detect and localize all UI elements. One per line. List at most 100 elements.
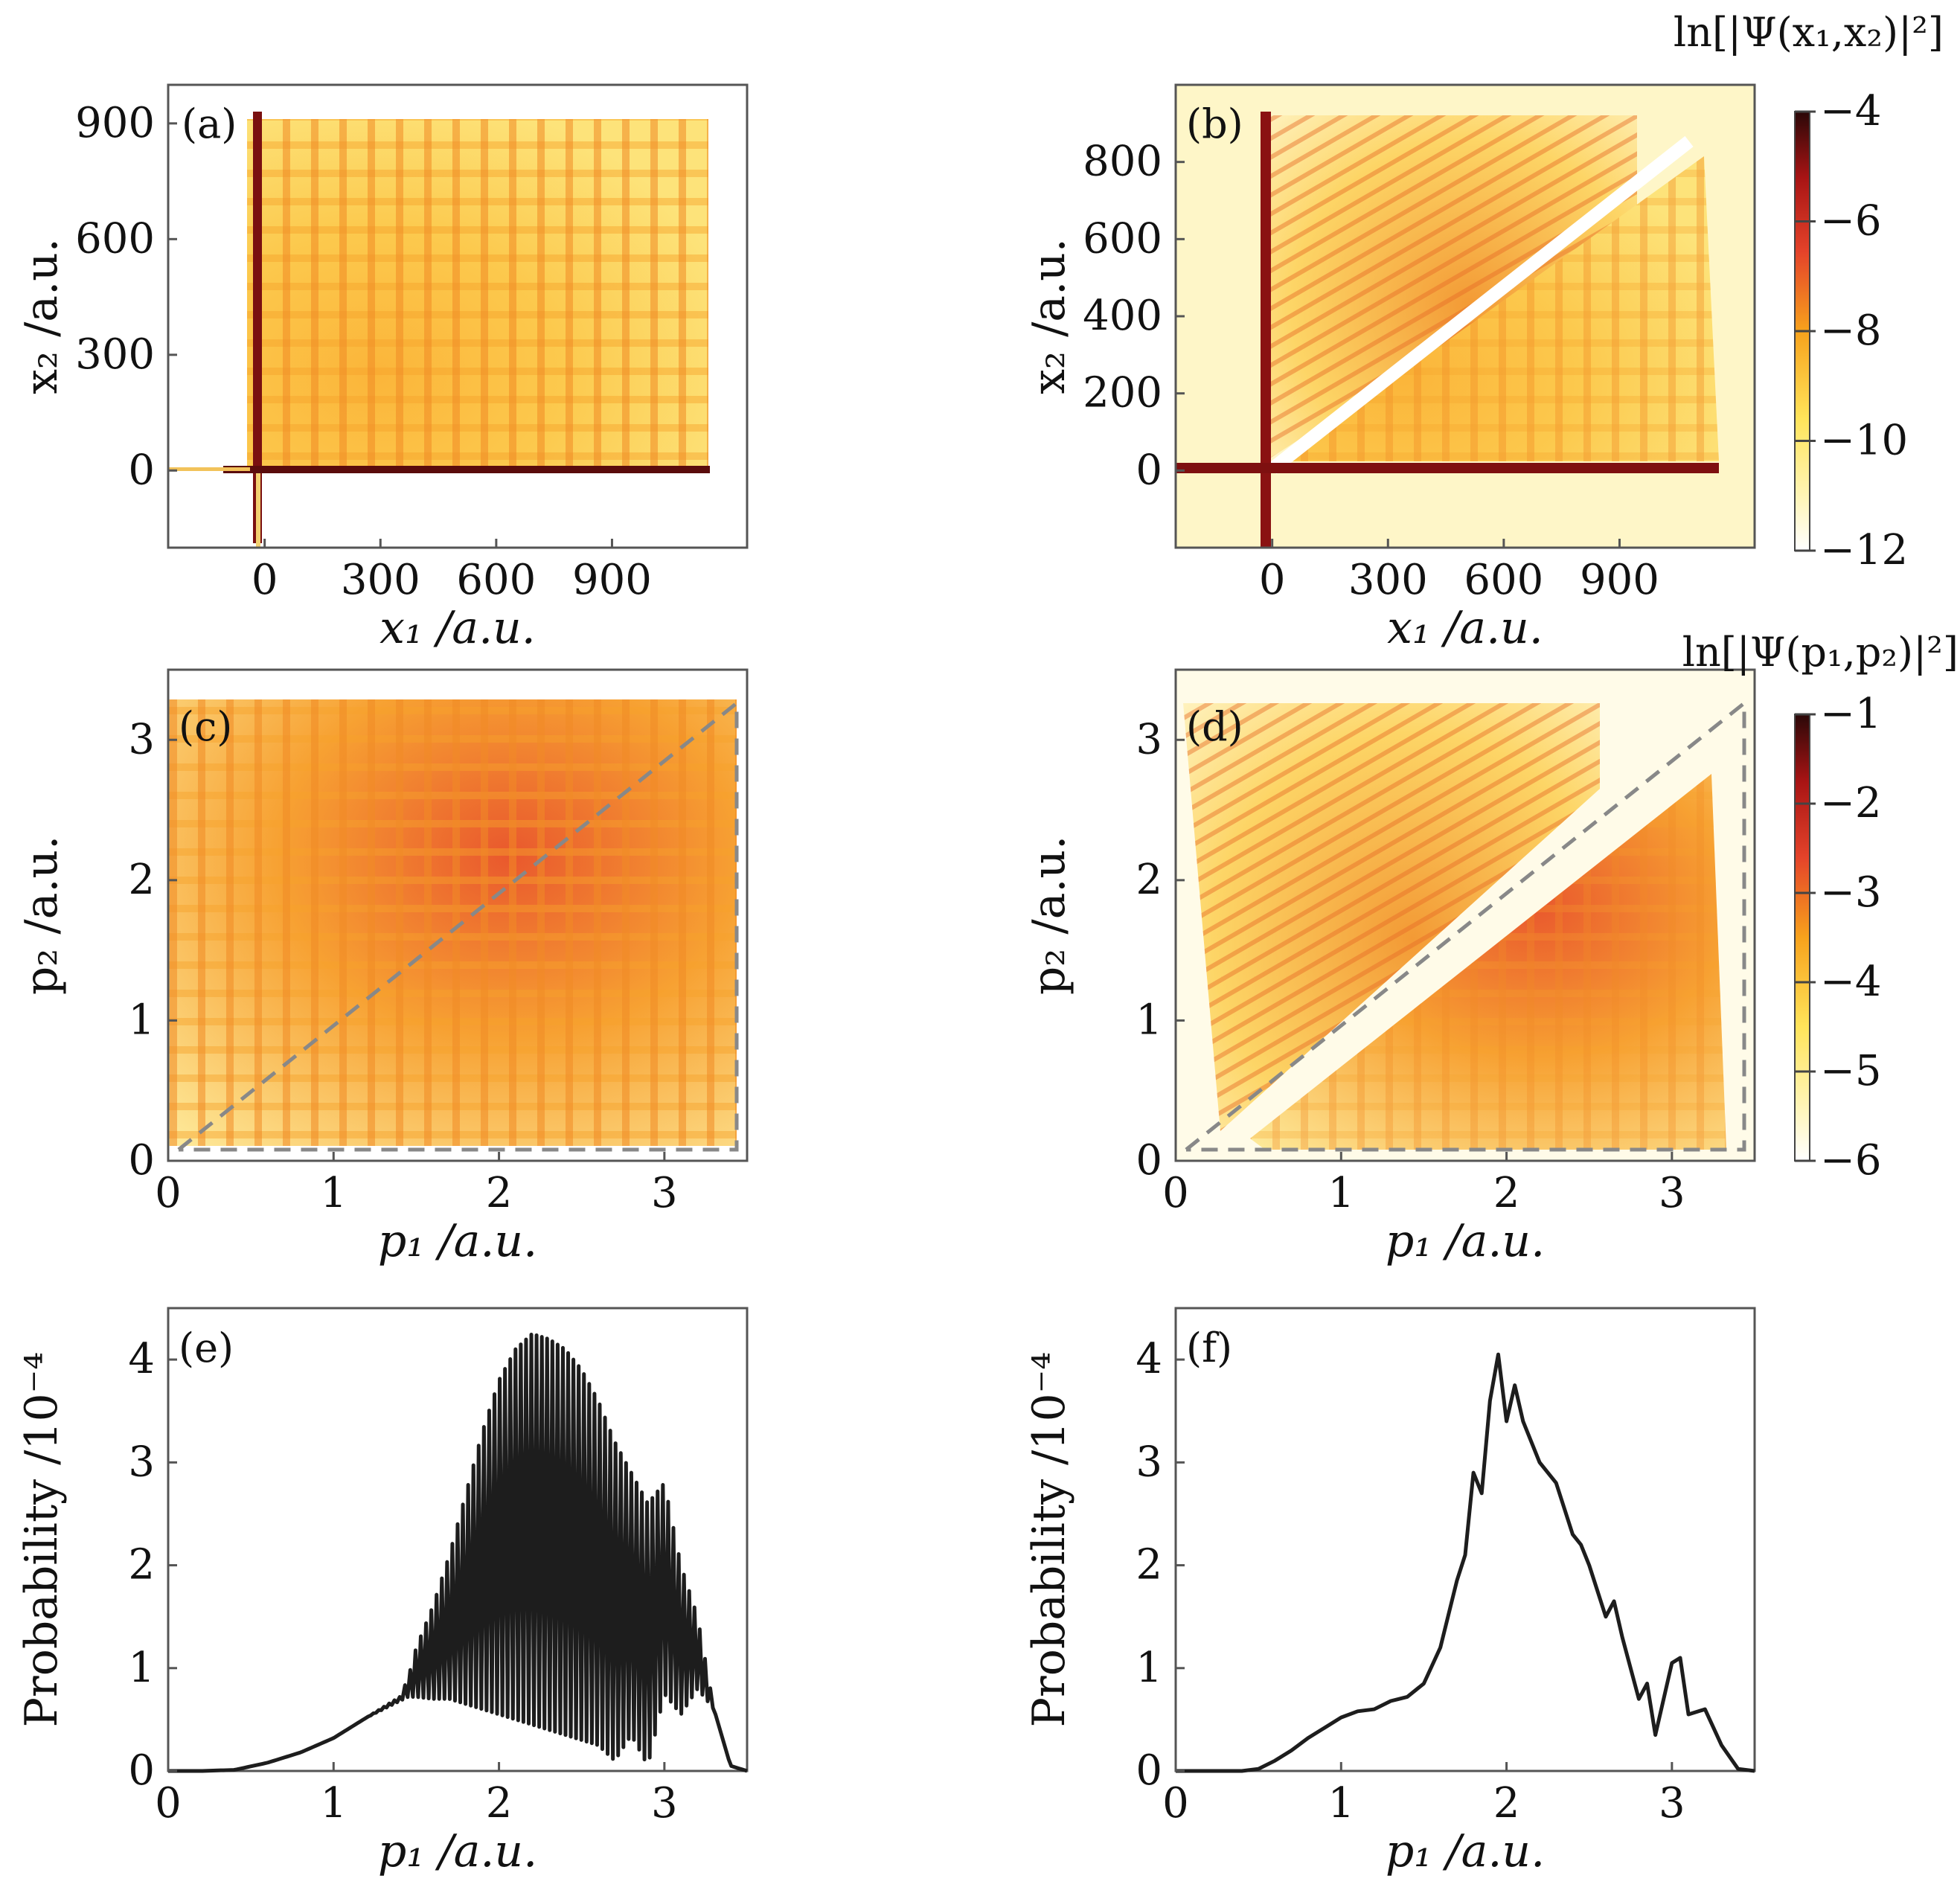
y-tick-label: 3 xyxy=(1136,1438,1162,1486)
heatmap-a xyxy=(168,112,710,548)
y-tick-label: 600 xyxy=(75,214,155,263)
y-tick-label: 1 xyxy=(128,996,155,1044)
x-tick-label: 1 xyxy=(320,1169,347,1217)
axes-a: 0 300 600 900 0 300 600 900 x₁ /a.u. x₂ /a.u. xyxy=(16,99,652,654)
colorbar-tick-label: −2 xyxy=(1820,779,1882,827)
panel-c: 0 1 2 3 0 1 2 3 p₁ /a.u. p₂ /a.u. (c) xyxy=(16,668,749,1267)
panel-label-e: (e) xyxy=(179,1325,234,1371)
y-tick-label: 600 xyxy=(1083,214,1162,263)
colorbar-tick-label: −8 xyxy=(1820,307,1882,355)
x-tick-label: 300 xyxy=(341,556,420,604)
x-tick-label: 2 xyxy=(1493,1779,1520,1828)
colorbar-mid-title: ln[|Ψ(p₁,p₂)|²] xyxy=(1682,629,1959,676)
colorbar-tick-label: −10 xyxy=(1820,417,1908,465)
x-axis-label: p₁ /a.u. xyxy=(1386,1825,1545,1877)
panel-label-a: (a) xyxy=(182,100,237,147)
y-tick-label: 0 xyxy=(1136,446,1162,494)
y-axis-label: x₂ /a.u. xyxy=(1023,238,1075,394)
x-axis-label: x₁ /a.u. xyxy=(1387,602,1543,654)
x-axis-label: p₁ /a.u. xyxy=(378,1825,537,1877)
x-tick-label: 3 xyxy=(1659,1169,1685,1217)
y-tick-label: 2 xyxy=(1136,856,1162,904)
y-axis-label: x₂ /a.u. xyxy=(16,238,68,394)
axes-d: 0 1 2 3 0 1 2 3 p₁ /a.u. p₂ /a.u. xyxy=(1023,715,1685,1267)
y-tick-label: 200 xyxy=(1083,369,1162,417)
panel-f: 0 1 2 3 0 1 2 3 4 p₁ /a.u. Probability /10⁻⁴ (f) xyxy=(1023,1307,1756,1877)
x-tick-label: 900 xyxy=(572,556,652,604)
x-tick-label: 2 xyxy=(486,1169,513,1217)
axes-f: 0 1 2 3 0 1 2 3 4 p₁ /a.u. Probability /10⁻⁴ xyxy=(1023,1335,1685,1877)
colorbar-tick-label: −6 xyxy=(1820,197,1882,246)
panel-label-b: (b) xyxy=(1186,100,1243,147)
x-tick-label: 1 xyxy=(1328,1779,1354,1828)
x-tick-label: 300 xyxy=(1348,556,1428,604)
colorbar-tick-label: −3 xyxy=(1820,868,1882,917)
panel-label-c: (c) xyxy=(179,703,232,750)
y-tick-label: 1 xyxy=(1136,1644,1162,1692)
y-tick-label: 0 xyxy=(128,446,155,494)
axes-e: 0 1 2 3 0 1 2 3 4 p₁ /a.u. Probability /10⁻⁴ xyxy=(16,1335,678,1877)
y-tick-label: 3 xyxy=(128,1438,155,1486)
x-axis-label: p₁ /a.u. xyxy=(378,1215,537,1267)
y-tick-label: 0 xyxy=(1136,1746,1162,1795)
y-tick-label: 1 xyxy=(128,1644,155,1692)
series-e xyxy=(168,1332,748,1773)
x-tick-label: 900 xyxy=(1580,556,1659,604)
x-tick-label: 0 xyxy=(155,1779,182,1828)
y-tick-label: 2 xyxy=(128,856,155,904)
y-tick-label: 3 xyxy=(1136,715,1162,763)
x-tick-label: 0 xyxy=(1162,1169,1189,1217)
x-tick-label: 1 xyxy=(1328,1169,1354,1217)
y-tick-label: 300 xyxy=(75,330,155,379)
colorbar-tick-label: −12 xyxy=(1820,526,1908,574)
x-axis-label: p₁ /a.u. xyxy=(1386,1215,1545,1267)
colorbar-top-title: ln[|Ψ(x₁,x₂)|²] xyxy=(1674,9,1944,56)
x-tick-label: 2 xyxy=(1493,1169,1520,1217)
x-axis-label: x₁ /a.u. xyxy=(379,602,536,654)
x-tick-label: 600 xyxy=(456,556,536,604)
heatmap-b xyxy=(1176,85,1755,548)
y-tick-label: 3 xyxy=(128,715,155,763)
panel-e: 0 1 2 3 0 1 2 3 4 p₁ /a.u. Probability /10⁻⁴ (e) xyxy=(16,1307,749,1877)
y-tick-label: 400 xyxy=(1083,292,1162,340)
series-line xyxy=(168,1332,748,1773)
x-tick-label: 0 xyxy=(1259,556,1286,604)
panel-d: 0 1 2 3 0 1 2 3 p₁ /a.u. p₂ /a.u. (d) xyxy=(1023,668,1756,1267)
y-tick-label: 4 xyxy=(128,1335,155,1383)
axes-c: 0 1 2 3 0 1 2 3 p₁ /a.u. p₂ /a.u. xyxy=(16,715,678,1267)
panel-a: 0 300 600 900 0 300 600 900 x₁ /a.u. x₂ /a.u. (a) xyxy=(16,83,749,654)
x-tick-label: 0 xyxy=(1162,1779,1189,1828)
colorbar-tick-label: −4 xyxy=(1820,958,1882,1006)
y-tick-label: 2 xyxy=(128,1541,155,1589)
x-tick-label: 3 xyxy=(1659,1779,1685,1828)
y-tick-label: 0 xyxy=(1136,1136,1162,1185)
colorbar-top: −4 −6 −8 −10 −12 ln[|Ψ(x₁,x₂)|²] xyxy=(1674,9,1944,574)
heatmap-d xyxy=(1176,670,1755,1161)
y-axis-label: Probability /10⁻⁴ xyxy=(1023,1352,1075,1728)
colorbar-tick-label: −1 xyxy=(1820,690,1882,738)
x-tick-label: 1 xyxy=(320,1779,347,1828)
y-tick-label: 800 xyxy=(1083,138,1162,186)
y-axis-label: p₂ /a.u. xyxy=(16,836,68,995)
colorbar-mid-ticks: −1 −2 −3 −4 −5 −6 xyxy=(1795,690,1882,1185)
colorbar-top-ticks: −4 −6 −8 −10 −12 xyxy=(1795,87,1908,574)
y-tick-label: 2 xyxy=(1136,1541,1162,1589)
colorbar-tick-label: −6 xyxy=(1820,1136,1882,1185)
x-tick-label: 600 xyxy=(1464,556,1543,604)
panel-label-d: (d) xyxy=(1186,703,1243,750)
x-tick-label: 3 xyxy=(651,1779,678,1828)
y-tick-label: 900 xyxy=(75,99,155,147)
y-tick-label: 0 xyxy=(128,1136,155,1185)
series-f xyxy=(1176,1352,1755,1773)
axes-b: 0 300 600 900 0 200 400 600 800 x₁ /a.u. x₂ /a.u. xyxy=(1023,138,1659,654)
series-line xyxy=(1176,1352,1755,1773)
colorbar-mid: −1 −2 −3 −4 −5 −6 ln[|Ψ(p₁,p₂)|²] xyxy=(1682,629,1959,1185)
y-tick-label: 4 xyxy=(1136,1335,1162,1383)
colorbar-tick-label: −5 xyxy=(1820,1047,1882,1095)
heatmap-c xyxy=(168,699,737,1146)
y-tick-label: 0 xyxy=(128,1746,155,1795)
y-tick-label: 1 xyxy=(1136,996,1162,1044)
panel-label-f: (f) xyxy=(1186,1325,1232,1371)
